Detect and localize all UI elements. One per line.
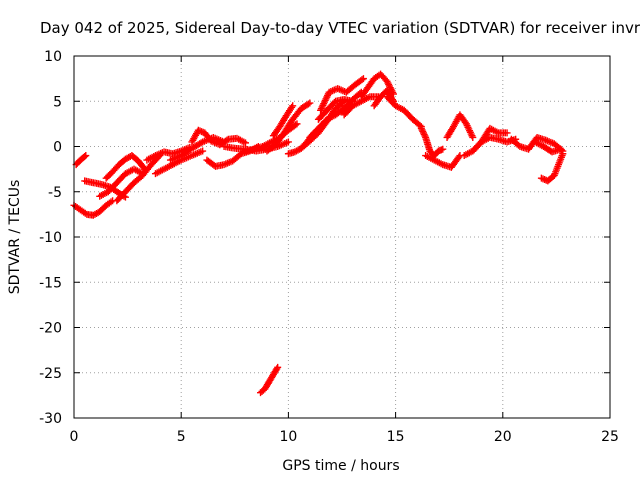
data-point [293, 120, 301, 128]
data-point [304, 100, 312, 108]
y-tick-label: -30 [39, 411, 62, 427]
data-point [385, 82, 393, 90]
series-track-t [317, 75, 367, 114]
series-track-af [537, 150, 567, 185]
series-track-s [314, 95, 357, 123]
data-point [107, 198, 115, 206]
series-track-r [306, 88, 365, 141]
data-point [385, 81, 393, 89]
x-axis-label: GPS time / hours [282, 458, 399, 474]
series-track-z [422, 152, 464, 171]
y-tick-label: 5 [53, 94, 62, 110]
series-track-h [151, 147, 207, 178]
series-track-ae [531, 138, 565, 156]
y-axis-label: SDTVAR / TECUs [7, 180, 23, 295]
y-tick-label: -20 [39, 321, 62, 337]
data-point [469, 133, 477, 141]
y-tick-label: 10 [44, 49, 62, 65]
data-point [242, 139, 250, 147]
data-point [359, 75, 367, 83]
x-tick-label: 15 [387, 429, 405, 445]
chart-title: Day 042 of 2025, Sidereal Day-to-day VTE… [40, 19, 640, 37]
x-tick-label: 25 [601, 429, 619, 445]
tick-layer: 0 5 10 15 20 25 -30 -25 -20 -15 -10 -5 0 5 10 [39, 49, 619, 445]
series-track-i [166, 133, 228, 164]
series-track-j [188, 126, 250, 149]
data-point [383, 77, 391, 85]
x-tick-label: 20 [494, 429, 512, 445]
y-tick-label: -10 [39, 230, 62, 246]
series-track-v [357, 70, 397, 101]
data-point [82, 152, 90, 160]
data-point [81, 152, 89, 160]
data-point [439, 145, 447, 153]
y-tick-label: -5 [48, 185, 62, 201]
x-tick-label: 5 [177, 429, 186, 445]
data-point [292, 121, 300, 129]
data-point [559, 150, 567, 158]
series-track-n [263, 99, 314, 155]
series-track-d [102, 152, 149, 182]
y-tick-label: 0 [53, 140, 62, 156]
series-track-m [242, 120, 301, 155]
data-point [81, 209, 89, 217]
data-point [358, 76, 366, 84]
series-track-a [70, 197, 117, 219]
y-tick-label: -25 [39, 366, 62, 382]
series-track-b [72, 152, 90, 169]
series-track-u [340, 93, 382, 119]
y-tick-label: -15 [39, 275, 62, 291]
series-track-x [383, 93, 425, 131]
data-layer [70, 70, 567, 397]
data-point [223, 136, 231, 144]
data-point [557, 145, 565, 153]
data-point [284, 138, 292, 146]
data-point [384, 79, 392, 87]
series-track-aa [443, 111, 477, 141]
series-track-y [417, 124, 447, 160]
data-point [273, 365, 281, 373]
data-point [306, 99, 314, 107]
x-tick-label: 10 [279, 429, 297, 445]
data-point [421, 132, 429, 140]
series-track-k [203, 143, 262, 170]
data-point [455, 153, 463, 161]
series-track-o [269, 102, 297, 140]
series-track-ag [257, 363, 282, 397]
data-point [274, 363, 282, 371]
data-point [199, 147, 207, 155]
data-point [503, 129, 511, 137]
data-point [289, 102, 297, 110]
x-tick-label: 0 [70, 429, 79, 445]
